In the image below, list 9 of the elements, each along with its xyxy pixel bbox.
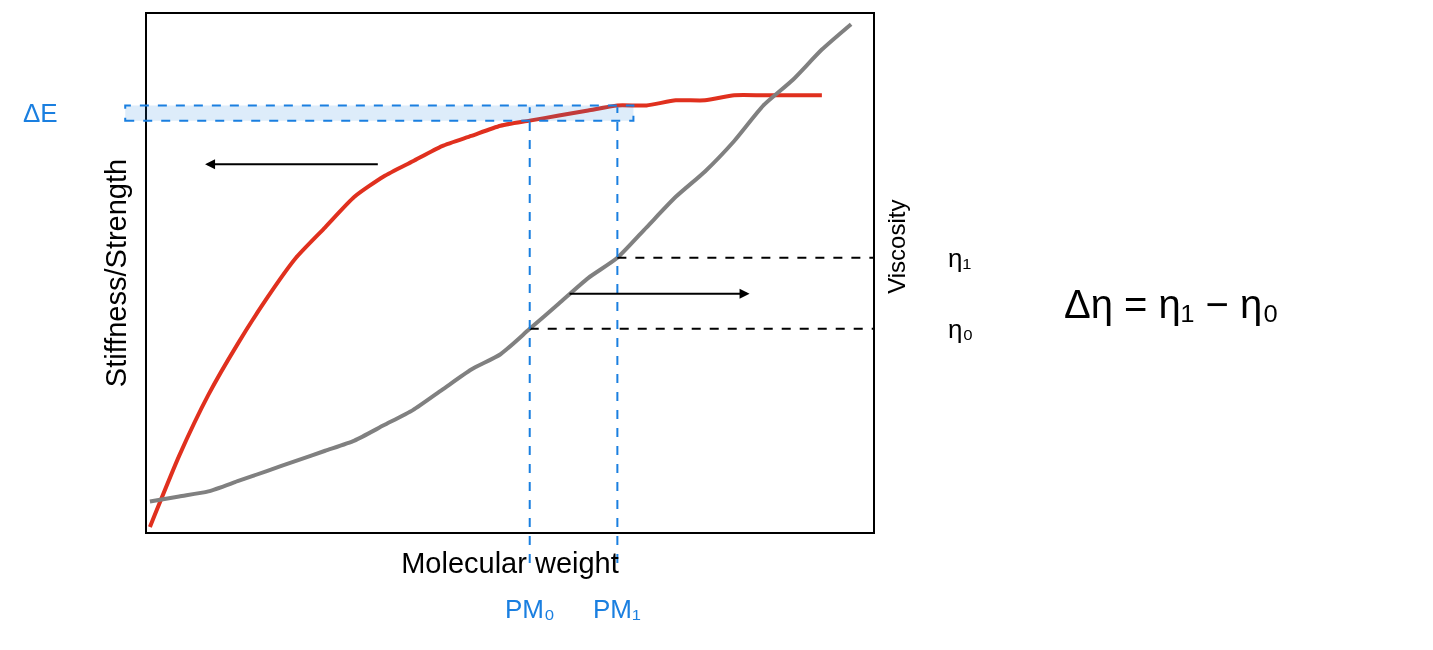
- y2-axis-title: Viscosity: [882, 199, 910, 294]
- x-axis-title: Molecular weight: [401, 547, 619, 580]
- text: PM₁: [593, 594, 641, 624]
- ref-line-label: η₁: [948, 243, 972, 273]
- ref-line-label: η₀: [948, 314, 974, 344]
- band-label: ΔE: [23, 98, 58, 128]
- text: PM₀: [505, 594, 555, 624]
- y-axis-title: Stiffness/Strength: [99, 158, 132, 388]
- text: Δη = η₁ − η₀: [1064, 282, 1279, 326]
